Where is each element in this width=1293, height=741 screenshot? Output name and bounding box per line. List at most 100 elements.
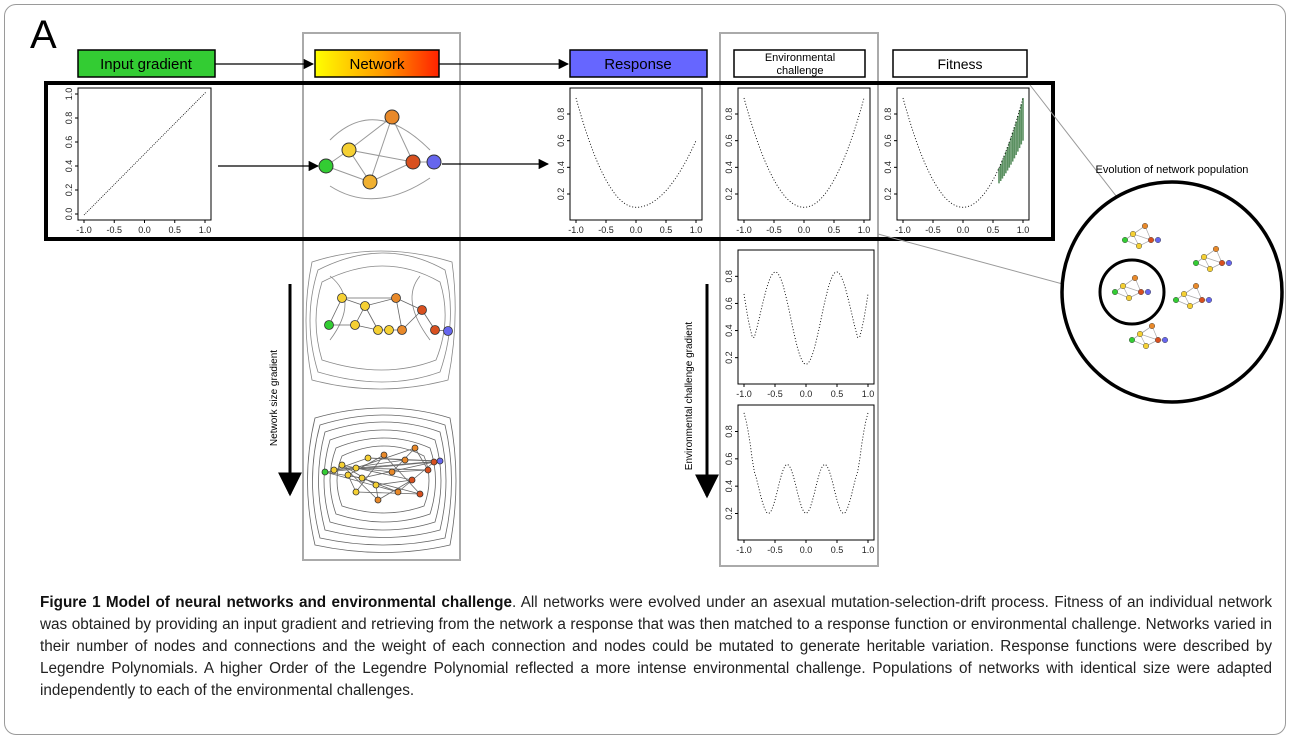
mini-network-node [1200,253,1208,261]
x-tick-label: -1.0 [568,225,584,235]
network-edge [364,297,397,307]
network-node [324,320,334,330]
env-column-frame [719,32,879,567]
mini-network-node [1131,274,1139,282]
y-tick-label: 0.4 [724,324,734,337]
network-edge [328,297,343,326]
network-node [337,293,347,303]
mini-network-node [1129,230,1137,238]
env-challenge-plot-order4: 0.2 0.4 0.6 0.8 -1.0 -0.5 0.0 0.5 1.0 [724,249,875,399]
network-node [352,488,360,496]
network-node [424,466,432,474]
network-node [344,471,352,479]
mini-network-node [1148,322,1156,330]
panel-letter: A [30,13,57,57]
mini-network-node [1205,296,1213,304]
mini-network-edge [1132,233,1152,241]
env-challenge-box [733,49,866,78]
mini-network-node [1136,330,1144,338]
y-tick-label: 0.4 [883,161,893,174]
network-node [430,458,438,466]
x-tick-label: 1.0 [690,225,703,235]
network-size-gradient-label: Network size gradient [269,350,280,446]
network-node [417,305,427,315]
network-edge [324,471,399,493]
x-tick-label: -1.0 [736,545,752,555]
y-tick-label: 0.8 [883,108,893,121]
x-tick-label: 0.5 [828,225,841,235]
x-tick-label: 0.0 [800,389,813,399]
hidden-node [384,109,400,125]
output-node [426,154,442,170]
mini-network-edge [1139,333,1159,341]
focal-individual-circle [1098,258,1166,326]
caption-body: . All networks were evolved under an ase… [40,594,1272,699]
population-circle [1060,180,1284,404]
network-node [330,466,338,474]
network-node [416,490,424,498]
y-tick-label: 0.2 [556,188,566,201]
response-label: Response [604,56,672,73]
x-tick-label: -0.5 [767,545,783,555]
x-tick-label: -0.5 [925,225,941,235]
x-tick-label: 0.5 [831,545,844,555]
network-diagram-small [318,109,442,200]
y-tick-label: 0.4 [64,160,74,173]
network-edge [391,469,429,473]
x-tick-label: 0.5 [831,389,844,399]
network-node [394,488,402,496]
y-tick-label: 0.0 [64,208,74,221]
mini-network-node [1125,294,1133,302]
mini-network-node [1128,336,1136,344]
y-tick-label: 0.6 [883,134,893,147]
network-node [430,325,440,335]
network-edge [355,491,421,495]
network-edge [333,460,441,471]
fitness-shaded-area [998,98,1024,184]
network-edge [383,454,421,495]
figure-panel: A Input gradient Network Response Enviro… [30,13,1284,567]
input-gradient-label: Input gradient [100,56,193,73]
y-tick-label: 0.2 [64,184,74,197]
y-tick-label: 0.8 [556,108,566,121]
response-plot: 0.2 0.4 0.6 0.8 -1.0 -0.5 0.0 0.5 1.0 [556,87,703,235]
network-node [397,325,407,335]
mini-network-node [1154,336,1162,344]
network-edge [375,479,413,486]
mini-network-node [1225,259,1233,267]
network-node [436,457,444,465]
y-tick-label: 0.6 [724,453,734,466]
y-tick-label: 0.4 [724,161,734,174]
y-tick-label: 0.2 [883,188,893,201]
mini-network-edge [1122,285,1142,293]
fitness-plot: 0.2 0.4 0.6 0.8 -1.0 -0.5 0.0 0.5 1.0 [883,87,1030,235]
network-node [321,468,329,476]
x-tick-label: -0.5 [766,225,782,235]
mini-network-node [1198,296,1206,304]
x-tick-label: 0.5 [168,225,181,235]
network-node [384,325,394,335]
y-tick-label: 0.6 [64,136,74,149]
mini-network-node [1212,245,1220,253]
network-column-frame [302,32,461,561]
mini-network-node [1121,236,1129,244]
x-tick-label: -1.0 [736,225,752,235]
figure-frame [4,4,1286,735]
network-node [411,444,419,452]
network-node [401,456,409,464]
y-tick-label: 0.8 [724,425,734,438]
x-tick-label: 0.5 [660,225,673,235]
y-tick-label: 0.2 [724,188,734,201]
fitness-label: Fitness [937,56,982,72]
network-node [360,301,370,311]
mini-network-node [1119,282,1127,290]
y-tick-label: 1.0 [64,88,74,101]
network-node [352,464,360,472]
input-node [318,158,334,174]
network-node [358,474,366,482]
mini-network-node [1141,222,1149,230]
network-node [374,496,382,504]
x-tick-label: 0.5 [987,225,1000,235]
y-tick-label: 0.4 [724,480,734,493]
env-challenge-label-2: challenge [776,65,823,77]
